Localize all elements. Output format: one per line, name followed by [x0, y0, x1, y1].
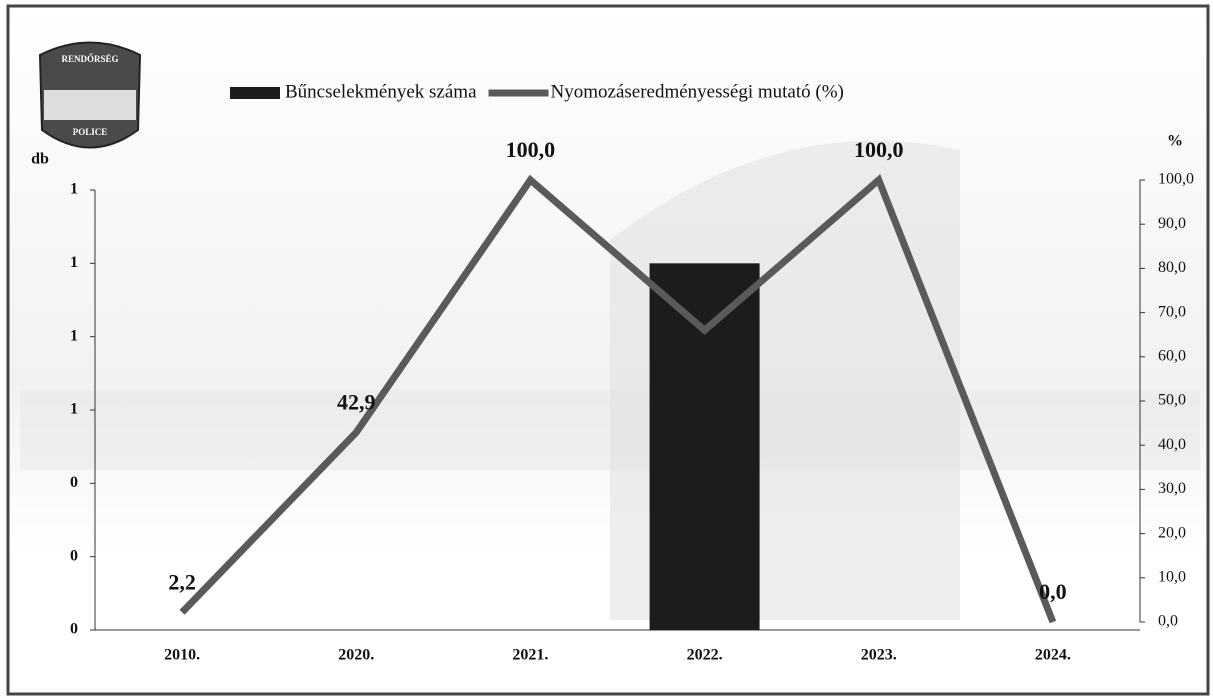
bar — [649, 263, 760, 630]
data-label: 42,9 — [337, 389, 376, 414]
y2-tick-label: 80,0 — [1158, 259, 1186, 276]
x-tick-label: 2022. — [687, 647, 723, 664]
data-label: 100,0 — [854, 137, 904, 162]
y2-tick-label: 50,0 — [1158, 392, 1186, 409]
logo-band — [44, 90, 136, 120]
x-tick-label: 2024. — [1035, 647, 1071, 664]
y-tick-label: 0 — [70, 621, 78, 638]
frame — [6, 4, 1210, 696]
y2-tick-label: 0,0 — [1158, 613, 1178, 630]
x-tick-label: 2020. — [338, 647, 374, 664]
y-tick-label: 1 — [70, 181, 78, 198]
y-tick-label: 0 — [70, 474, 78, 491]
y2-tick-label: 10,0 — [1158, 568, 1186, 585]
y-tick-label: 1 — [70, 254, 78, 271]
data-label: 0,0 — [1039, 579, 1067, 604]
legend-label: Nyomozáseredményességi mutató (%) — [551, 81, 844, 102]
y2-tick-label: 40,0 — [1158, 436, 1186, 453]
y2-tick-label: 30,0 — [1158, 480, 1186, 497]
y2-axis-label: % — [1167, 133, 1183, 150]
y-axis-label: db — [31, 151, 49, 168]
logo-bottom: POLICE — [73, 127, 108, 137]
logo: RENDŐRSÉG POLICE — [38, 41, 142, 149]
logo-top: RENDŐRSÉG — [61, 54, 118, 64]
y2-tick-label: 90,0 — [1158, 215, 1186, 232]
y-tick-label: 1 — [70, 401, 78, 418]
line — [179, 174, 1057, 624]
data-label: 100,0 — [506, 137, 556, 162]
x-tick-label: 2021. — [512, 647, 548, 664]
y2-tick-label: 70,0 — [1158, 303, 1186, 320]
legend-swatch — [230, 87, 280, 99]
x-tick-label: 2010. — [164, 647, 200, 664]
y2-tick-label: 60,0 — [1158, 347, 1186, 364]
y-tick-label: 1 — [70, 327, 78, 344]
y2-tick-label: 20,0 — [1158, 524, 1186, 541]
y2-tick-label: 100,0 — [1158, 171, 1194, 188]
legend-label: Bűncselekmények száma — [285, 81, 477, 102]
x-tick-label: 2023. — [861, 647, 897, 664]
data-label: 2,2 — [168, 569, 196, 594]
y-tick-label: 0 — [70, 547, 78, 564]
